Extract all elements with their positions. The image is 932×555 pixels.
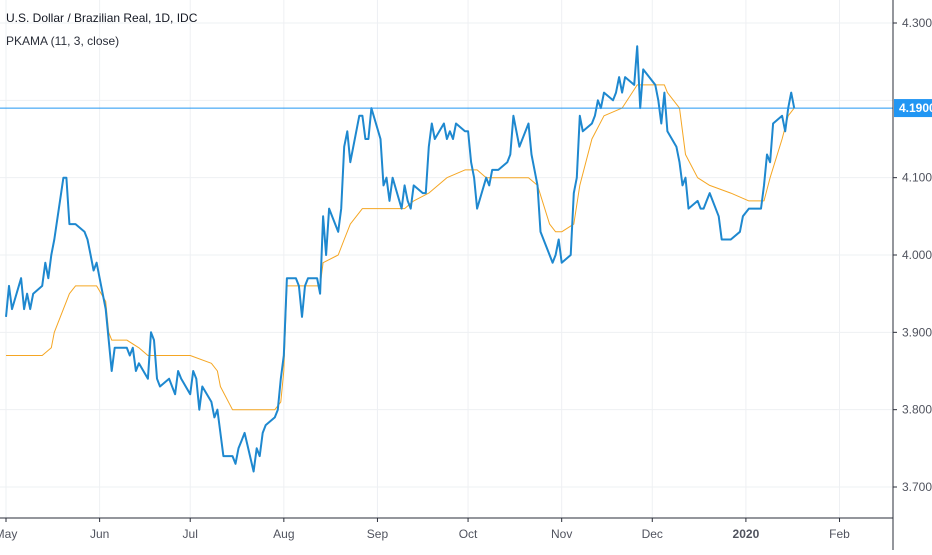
y-tick-label: 4.0000 bbox=[902, 248, 932, 262]
y-tick-label: 3.8000 bbox=[902, 403, 932, 417]
indicator-label[interactable]: PKAMA (11, 3, close) bbox=[6, 34, 120, 48]
symbol-title[interactable]: U.S. Dollar / Brazilian Real, 1D, IDC bbox=[6, 11, 198, 25]
grid-layer bbox=[0, 0, 893, 518]
series-layer bbox=[0, 45, 893, 473]
pkama-series-line bbox=[6, 84, 795, 411]
y-tick-label: 4.3000 bbox=[902, 16, 932, 30]
last-price-label: 4.1900 bbox=[899, 101, 932, 115]
x-tick-label: 2020 bbox=[733, 527, 760, 541]
x-tick-label: Nov bbox=[551, 527, 572, 541]
price-series-line bbox=[5, 45, 796, 473]
x-tick-label: May bbox=[0, 527, 17, 541]
x-tick-label: Oct bbox=[459, 527, 478, 541]
x-tick-label: Aug bbox=[273, 527, 294, 541]
y-tick-label: 3.7000 bbox=[902, 480, 932, 494]
x-tick-label: Jun bbox=[90, 527, 109, 541]
x-tick-label: Dec bbox=[642, 527, 663, 541]
last-price-badge bbox=[894, 99, 932, 118]
y-tick-label: 3.9000 bbox=[902, 325, 932, 339]
x-tick-label: Sep bbox=[367, 527, 389, 541]
x-tick-label: Feb bbox=[829, 527, 850, 541]
x-tick-label: Jul bbox=[183, 527, 198, 541]
y-tick-label: 4.1000 bbox=[902, 171, 932, 185]
